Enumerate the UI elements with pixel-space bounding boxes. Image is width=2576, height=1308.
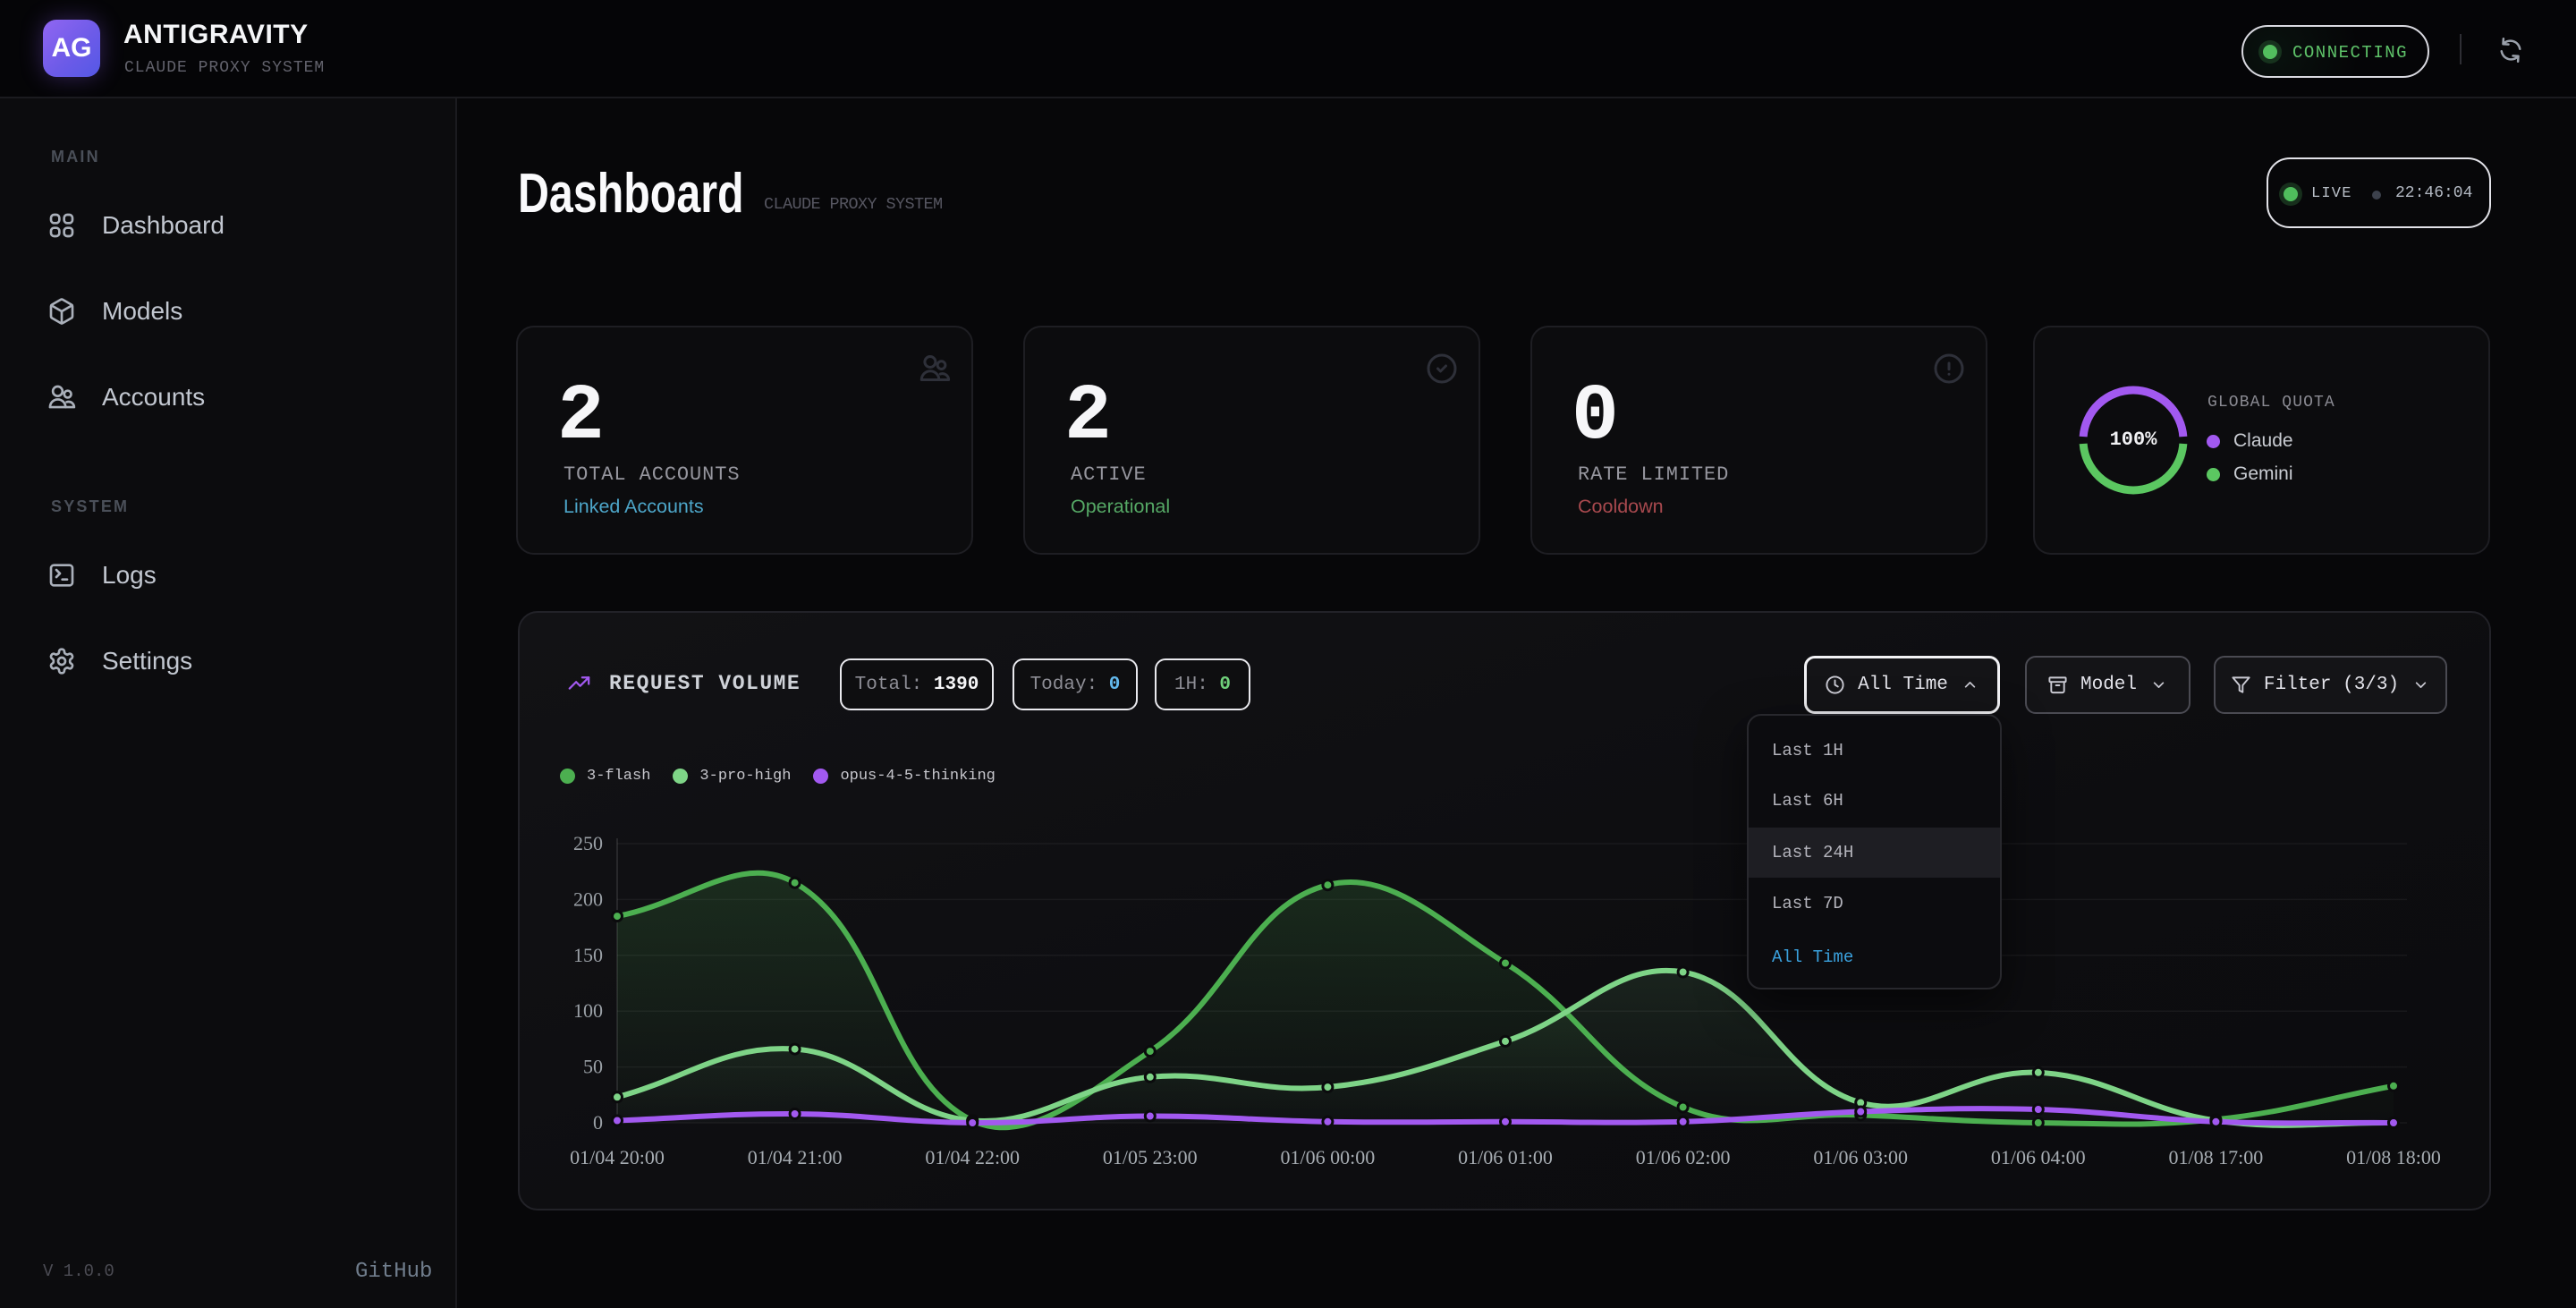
svg-text:150: 150	[573, 944, 603, 966]
svg-text:250: 250	[573, 832, 603, 854]
svg-text:0: 0	[593, 1111, 603, 1134]
svg-text:01/04 22:00: 01/04 22:00	[925, 1146, 1020, 1168]
svg-text:01/06 01:00: 01/06 01:00	[1458, 1146, 1553, 1168]
svg-text:01/05 23:00: 01/05 23:00	[1103, 1146, 1198, 1168]
svg-text:50: 50	[583, 1056, 603, 1078]
svg-text:01/06 00:00: 01/06 00:00	[1281, 1146, 1376, 1168]
svg-text:01/08 18:00: 01/08 18:00	[2346, 1146, 2441, 1168]
svg-text:01/06 02:00: 01/06 02:00	[1636, 1146, 1731, 1168]
svg-text:200: 200	[573, 888, 603, 910]
svg-text:01/06 04:00: 01/06 04:00	[1991, 1146, 2086, 1168]
svg-text:01/06 03:00: 01/06 03:00	[1813, 1146, 1908, 1168]
svg-text:01/04 20:00: 01/04 20:00	[570, 1146, 665, 1168]
svg-text:01/08 17:00: 01/08 17:00	[2169, 1146, 2264, 1168]
svg-text:100: 100	[573, 999, 603, 1022]
svg-text:01/04 21:00: 01/04 21:00	[748, 1146, 843, 1168]
